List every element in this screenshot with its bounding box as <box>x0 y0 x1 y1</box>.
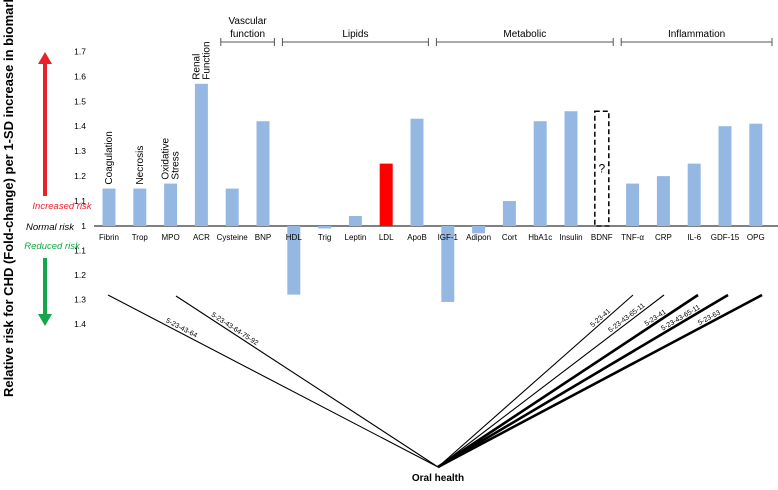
category-label: Cort <box>502 233 518 242</box>
uncertain-mark: ? <box>598 162 605 176</box>
y-tick-label: 1.4 <box>74 319 86 329</box>
category-label: HDL <box>286 233 303 242</box>
x-axis-label: Oral health <box>412 473 464 484</box>
y-tick-label: 1.5 <box>74 96 86 106</box>
category-label: LDL <box>379 233 394 242</box>
bar-insulin <box>564 111 578 226</box>
category-label: HbA1c <box>528 233 552 242</box>
group-label: Coagulation <box>104 131 115 184</box>
link-label: 5-23-41 <box>589 308 612 329</box>
y-tick-label: 1.1 <box>74 246 86 256</box>
reduced-risk-label: Reduced risk <box>24 241 81 252</box>
category-label: Fibrin <box>99 233 119 242</box>
bar-ldl <box>379 163 393 226</box>
category-label: Insulin <box>559 233 582 242</box>
group-label: Necrosis <box>135 146 146 185</box>
category-label: BDNF <box>591 233 613 242</box>
y-tick-label: 1.2 <box>74 171 86 181</box>
bar-tnf- <box>626 183 640 226</box>
category-label: Leptin <box>345 233 367 242</box>
bar-trig <box>318 226 332 229</box>
oral-health-link <box>107 294 439 468</box>
category-label: TNF-α <box>621 233 644 242</box>
bar-acr <box>194 83 208 226</box>
y-tick-label: 1.3 <box>74 295 86 305</box>
bar-hba1c <box>533 121 547 226</box>
link-label: 5-23-43-64-75-92 <box>210 312 260 348</box>
bar-il-6 <box>687 163 701 226</box>
y-axis-label: Relative risk for CHD (Fold-change) per … <box>1 0 16 397</box>
bar-bdnf-uncertain <box>594 110 610 227</box>
category-label: Trop <box>132 233 149 242</box>
bar-cysteine <box>225 188 239 226</box>
category-label: Adipon <box>466 233 491 242</box>
oral-health-link <box>437 293 699 469</box>
category-label: ApoB <box>407 233 427 242</box>
bracket-label: Vascular <box>229 16 268 27</box>
bar-mpo <box>164 183 178 226</box>
bracket-label: function <box>230 29 265 40</box>
reduced-risk-arrowhead <box>38 314 52 326</box>
bar-trop <box>133 188 147 226</box>
oral-health-link <box>175 295 439 468</box>
y-tick-label: 1.7 <box>74 46 86 56</box>
bracket-label: Lipids <box>342 29 368 40</box>
group-label: OxidativeStress <box>161 137 182 179</box>
bar-hdl <box>287 226 301 295</box>
category-label: GDF-15 <box>711 233 740 242</box>
category-label: Trig <box>318 233 331 242</box>
oral-health-link <box>437 293 729 469</box>
bar-adipon <box>472 226 486 234</box>
y-tick-label: 1 <box>81 221 86 231</box>
bar-apob <box>410 118 424 226</box>
y-tick-label: 1.2 <box>74 270 86 280</box>
category-label: ACR <box>193 233 210 242</box>
bracket-label: Metabolic <box>503 29 546 40</box>
category-label: OPG <box>747 233 765 242</box>
category-label: MPO <box>161 233 179 242</box>
category-label: IL-6 <box>687 233 701 242</box>
increased-risk-arrowhead <box>38 52 52 64</box>
category-label: Cysteine <box>217 233 249 242</box>
bar-gdf-15 <box>718 126 732 226</box>
increased-risk-label: Increased risk <box>32 201 92 212</box>
bar-leptin <box>348 216 362 226</box>
category-label: IGF-1 <box>438 233 459 242</box>
normal-risk-label: Normal risk <box>26 222 75 233</box>
oral-health-link <box>437 294 634 468</box>
bar-fibrin <box>102 188 116 226</box>
link-label: 5-23-43-65-11 <box>660 304 701 332</box>
y-tick-label: 1.4 <box>74 121 86 131</box>
bar-cort <box>502 201 516 226</box>
oral-health-link <box>437 293 763 469</box>
link-label: 5-23-43-64 <box>164 317 198 339</box>
y-tick-label: 1.6 <box>74 71 86 81</box>
bar-opg <box>749 123 763 226</box>
group-label: RenalFunction <box>191 41 212 79</box>
bar-bnp <box>256 121 270 226</box>
bar-igf-1 <box>441 226 455 302</box>
category-label: CRP <box>655 233 672 242</box>
y-tick-label: 1.1 <box>74 196 86 206</box>
category-label: BNP <box>255 233 271 242</box>
y-tick-label: 1.3 <box>74 146 86 156</box>
link-label: 5-23-43-65-11 <box>607 302 646 334</box>
oral-health-link <box>437 294 665 468</box>
bracket-label: Inflammation <box>668 29 725 40</box>
bar-crp <box>656 176 670 226</box>
